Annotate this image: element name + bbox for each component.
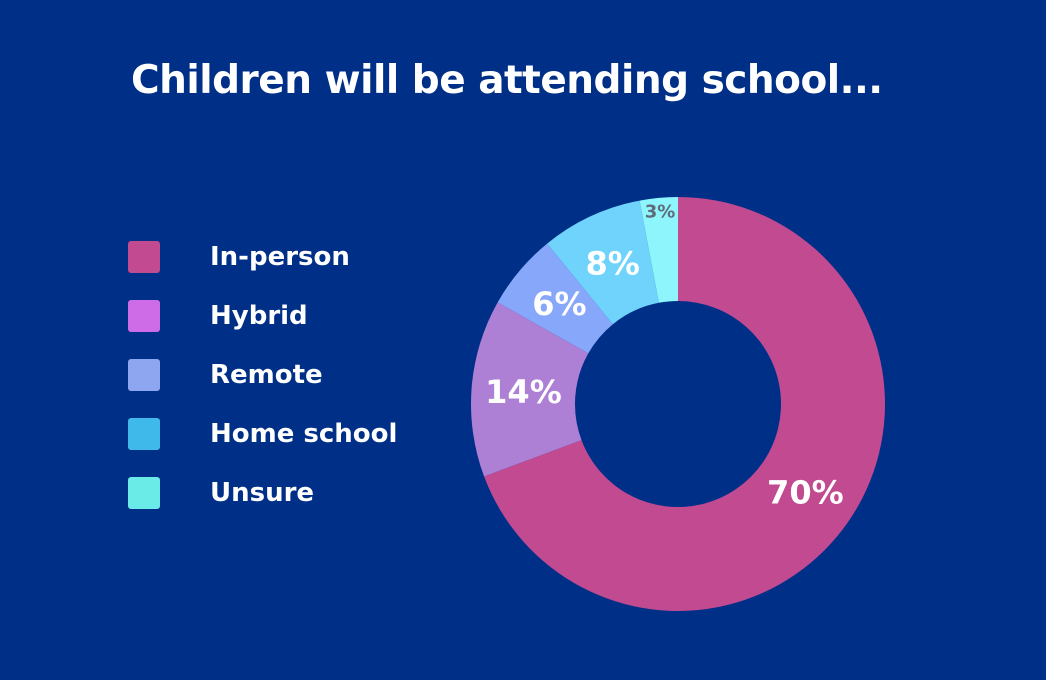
donut-slice-remote [497,243,613,354]
legend-label-unsure: Unsure [210,478,315,508]
legend-item-remote: Remote [128,358,428,417]
chart-title: Children will be attending school... [131,58,883,103]
legend-item-home-school: Home school [128,417,428,476]
legend: In-person Hybrid Remote Home school Unsu… [128,240,428,535]
donut-slice-hybrid [470,302,589,477]
legend-label-remote: Remote [210,360,323,390]
slice-value-label-hybrid: 14% [485,373,562,411]
donut-slice-unsure [639,197,678,303]
legend-label-hybrid: Hybrid [210,301,308,331]
legend-item-unsure: Unsure [128,476,428,535]
legend-label-home-school: Home school [210,419,398,449]
slice-value-label-home-school: 8% [585,244,639,282]
donut-slice-in-person [484,197,885,612]
legend-swatch-unsure [128,477,160,509]
legend-swatch-in-person [128,241,160,273]
slice-value-label-in-person: 70% [767,473,844,511]
slice-value-label-unsure: 3% [645,201,676,222]
legend-item-hybrid: Hybrid [128,299,428,358]
legend-label-in-person: In-person [210,242,350,272]
legend-swatch-home-school [128,418,160,450]
legend-swatch-remote [128,359,160,391]
legend-item-in-person: In-person [128,240,428,299]
legend-swatch-hybrid [128,300,160,332]
donut-slice-home-school [547,200,659,325]
slice-value-label-remote: 6% [532,285,586,323]
